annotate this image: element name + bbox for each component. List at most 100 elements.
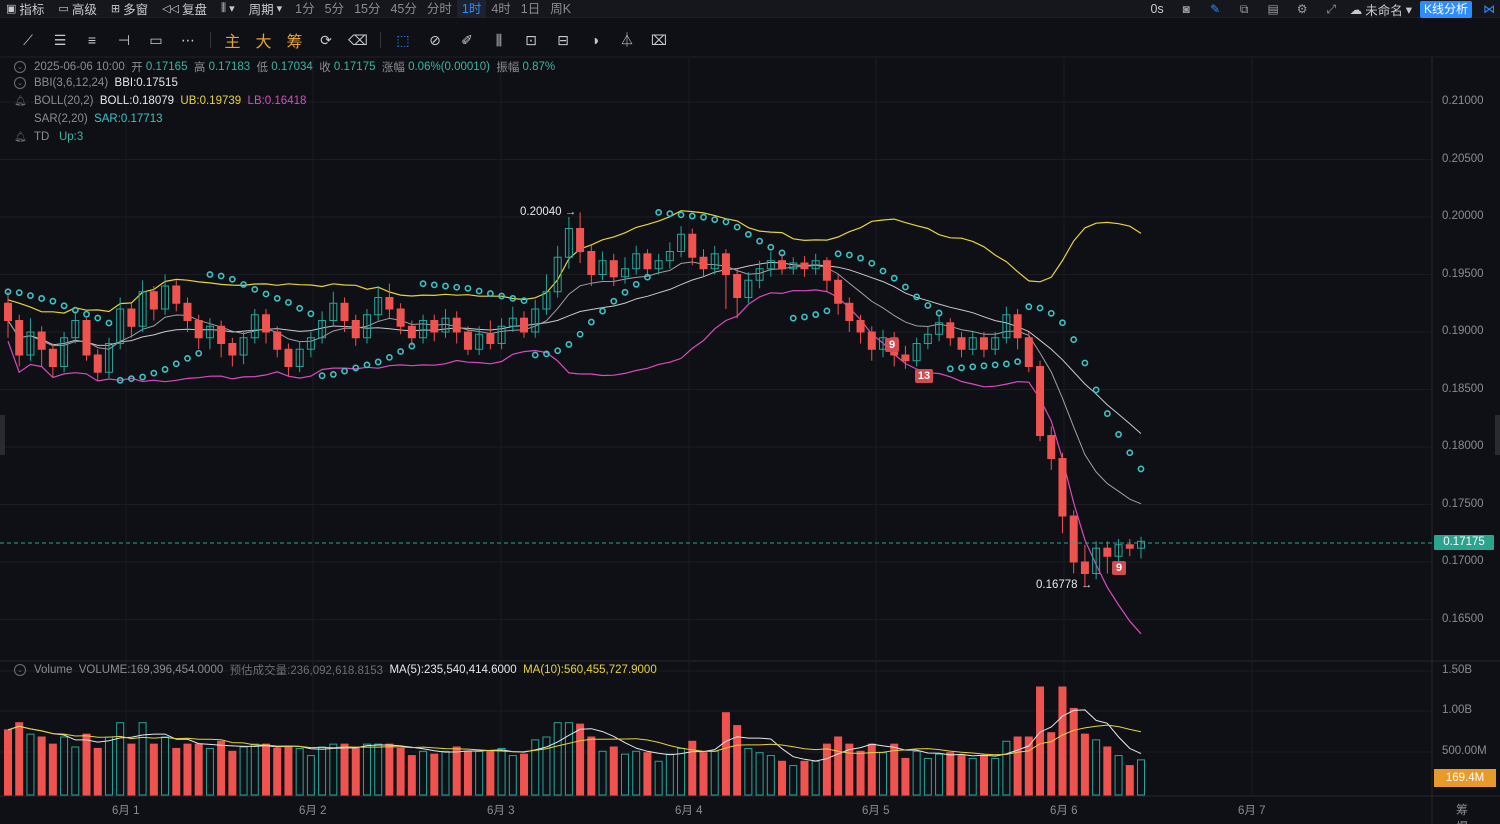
candle-body [239, 337, 248, 356]
indicators-button[interactable]: ▣ 指标 [0, 0, 52, 18]
main-force-tool[interactable]: 主 [224, 34, 241, 51]
volume-bar [1092, 739, 1101, 796]
period-tab[interactable]: 1时 [456, 0, 487, 18]
period-tab[interactable]: 1日 [520, 1, 541, 16]
candle-body [183, 302, 192, 321]
sar-dot [946, 365, 954, 373]
chart-type-button[interactable]: ⫼ ▾ [215, 0, 243, 18]
layout-icon[interactable]: ▤ [1267, 2, 1279, 16]
sar-dot [307, 310, 315, 318]
eraser-icon[interactable]: ⌫ [348, 31, 368, 48]
gear-icon[interactable]: ⚙ [1296, 2, 1308, 16]
lock-icon[interactable]: ⊡ [525, 31, 537, 48]
visibility-icon[interactable]: ◑ [590, 32, 600, 48]
replay-button[interactable]: ◁◁ 复盘 [156, 0, 215, 18]
horizontal-ray-icon[interactable]: ⊣ [117, 31, 131, 48]
volume-ma5: MA(5):235,540,414.6000 [389, 664, 517, 676]
auto-draw-icon[interactable]: ⟳ [320, 31, 332, 48]
brush-icon[interactable]: ✐ [461, 31, 473, 48]
layout-name-dropdown[interactable]: ☁ 未命名 ▾ [1346, 0, 1420, 19]
sar-dot [273, 294, 281, 302]
sar-dot [531, 351, 539, 359]
period-tab[interactable]: 5分 [324, 1, 345, 16]
chip-tool[interactable]: 筹 [286, 34, 303, 51]
volume-bar [710, 750, 719, 796]
period-tab[interactable]: 周K [550, 1, 572, 16]
volume-bar [497, 747, 506, 796]
sar-dot [127, 375, 135, 383]
corner-buttons: 筹爆 [1456, 801, 1500, 824]
volume-bar [1002, 740, 1011, 796]
volume-bar [385, 743, 394, 796]
bell-icon[interactable]: 🔔︎ [14, 95, 27, 107]
multi-window-button[interactable]: ⊞ 多窗 [105, 0, 156, 18]
candle-body [15, 320, 24, 356]
period-tab[interactable]: 15分 [354, 1, 381, 16]
volume-bar [654, 760, 663, 796]
ruler-icon[interactable]: ⊘ [429, 31, 441, 48]
bbi-value: BBI:0.17515 [114, 77, 178, 89]
advanced-button[interactable]: ▭ 高级 [52, 0, 104, 18]
kline-analysis-button[interactable]: K线分析 [1419, 0, 1472, 18]
advanced-label: 高级 [71, 3, 97, 17]
period-dropdown[interactable]: 周期 ▾ [243, 0, 291, 18]
sar-dot [1002, 360, 1010, 368]
period-tab[interactable]: 分时 [426, 1, 452, 16]
candle-body [1092, 547, 1101, 575]
left-resize-handle[interactable] [0, 415, 5, 455]
sar-dot [958, 364, 965, 372]
sar-dot [621, 288, 629, 296]
volume-bar [901, 757, 910, 796]
sar-dot [1070, 336, 1078, 343]
sar-dot [329, 371, 337, 378]
magnet-icon[interactable]: ⫼ [495, 31, 503, 48]
collapse-icon[interactable]: ⌄ [14, 664, 26, 676]
channel-icon[interactable]: ≡ [87, 32, 97, 48]
candle-body [979, 337, 988, 350]
camera-icon[interactable]: ◙ [1182, 2, 1190, 16]
parallel-lines-icon[interactable]: ☰ [53, 31, 67, 48]
candle-body [1069, 515, 1078, 563]
volume-bar [318, 746, 327, 796]
popout-icon[interactable]: ⧉ [1239, 1, 1249, 16]
trendline-icon[interactable]: ⟋ [23, 31, 33, 48]
fullscreen-icon[interactable]: ⤢ [1326, 1, 1336, 16]
sar-dot [116, 376, 124, 384]
candle-body [665, 251, 674, 262]
volume-bar [620, 753, 629, 796]
pencil-icon[interactable]: ✎ [1210, 2, 1221, 16]
period-tab[interactable]: 45分 [390, 1, 417, 16]
hide-drawings-icon[interactable]: ⊟ [557, 31, 569, 48]
chip-toggle[interactable]: 筹 [1456, 803, 1483, 817]
candle-body [564, 228, 573, 258]
bell-icon[interactable]: 🔔︎ [14, 131, 27, 143]
collapse-icon[interactable]: ⌄ [14, 77, 26, 89]
price-tick-label: 0.16500 [1442, 612, 1484, 625]
multi-window-label: 多窗 [123, 3, 149, 17]
candle-body [800, 262, 809, 270]
period-tab[interactable]: 1分 [295, 1, 315, 16]
high-label: 高 [193, 62, 206, 74]
candle-body [508, 317, 517, 327]
more-tools-icon[interactable]: ⋯ [181, 31, 195, 48]
volume-bar [688, 740, 697, 796]
volume-bar [699, 752, 708, 796]
sar-dot [285, 299, 292, 306]
filter-icon[interactable]: ⏃ [620, 32, 634, 48]
sar-dot [1059, 319, 1066, 327]
share-icon[interactable]: ⋈ [1483, 2, 1495, 16]
period-tab[interactable]: 4时 [491, 1, 511, 16]
sar-dot [879, 267, 887, 275]
right-resize-handle[interactable] [1495, 415, 1500, 455]
cursor-icon[interactable]: ⬚ [396, 31, 410, 48]
trash-icon[interactable]: ⌧ [650, 31, 668, 48]
liquidation-toggle[interactable]: 爆 [1456, 820, 1482, 824]
collapse-icon[interactable]: ⌄ [14, 61, 26, 73]
rectangle-icon[interactable]: ▭ [149, 31, 163, 48]
sar-dot [543, 350, 550, 358]
candle-type-icon: ⫼ [221, 2, 227, 14]
candle-body [1080, 561, 1089, 574]
volume-tick-label: 1.00B [1442, 704, 1473, 716]
big-order-tool[interactable]: 大 [255, 34, 272, 51]
